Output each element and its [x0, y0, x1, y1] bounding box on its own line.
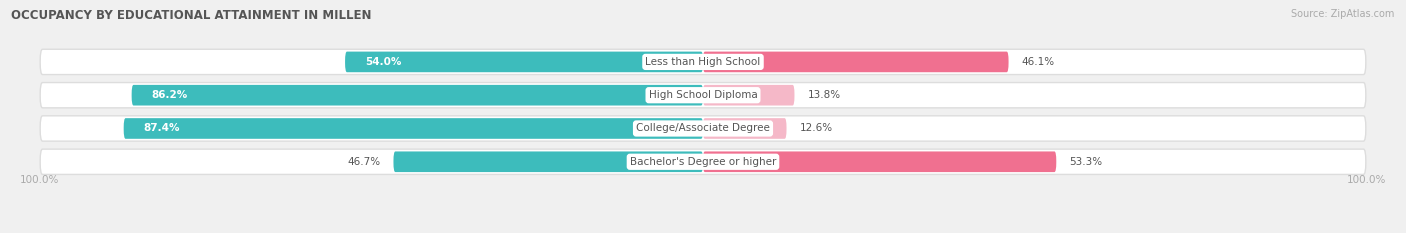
Text: 12.6%: 12.6% [800, 123, 832, 134]
Text: 46.7%: 46.7% [347, 157, 380, 167]
Text: Bachelor's Degree or higher: Bachelor's Degree or higher [630, 157, 776, 167]
FancyBboxPatch shape [703, 151, 1056, 172]
FancyBboxPatch shape [41, 82, 1365, 108]
Text: Less than High School: Less than High School [645, 57, 761, 67]
Legend: Owner-occupied, Renter-occupied: Owner-occupied, Renter-occupied [585, 230, 821, 233]
FancyBboxPatch shape [124, 118, 703, 139]
Text: 54.0%: 54.0% [366, 57, 401, 67]
Text: 46.1%: 46.1% [1022, 57, 1054, 67]
FancyBboxPatch shape [703, 118, 786, 139]
Text: 100.0%: 100.0% [20, 175, 59, 185]
Text: OCCUPANCY BY EDUCATIONAL ATTAINMENT IN MILLEN: OCCUPANCY BY EDUCATIONAL ATTAINMENT IN M… [11, 9, 371, 22]
Text: 53.3%: 53.3% [1070, 157, 1102, 167]
Text: 86.2%: 86.2% [152, 90, 188, 100]
FancyBboxPatch shape [132, 85, 703, 106]
Text: High School Diploma: High School Diploma [648, 90, 758, 100]
FancyBboxPatch shape [41, 49, 1365, 75]
Text: 13.8%: 13.8% [807, 90, 841, 100]
FancyBboxPatch shape [394, 151, 703, 172]
Text: 100.0%: 100.0% [1347, 175, 1386, 185]
FancyBboxPatch shape [703, 85, 794, 106]
Text: 87.4%: 87.4% [143, 123, 180, 134]
FancyBboxPatch shape [41, 116, 1365, 141]
FancyBboxPatch shape [344, 51, 703, 72]
Text: College/Associate Degree: College/Associate Degree [636, 123, 770, 134]
FancyBboxPatch shape [703, 51, 1008, 72]
Text: Source: ZipAtlas.com: Source: ZipAtlas.com [1291, 9, 1395, 19]
FancyBboxPatch shape [41, 149, 1365, 175]
